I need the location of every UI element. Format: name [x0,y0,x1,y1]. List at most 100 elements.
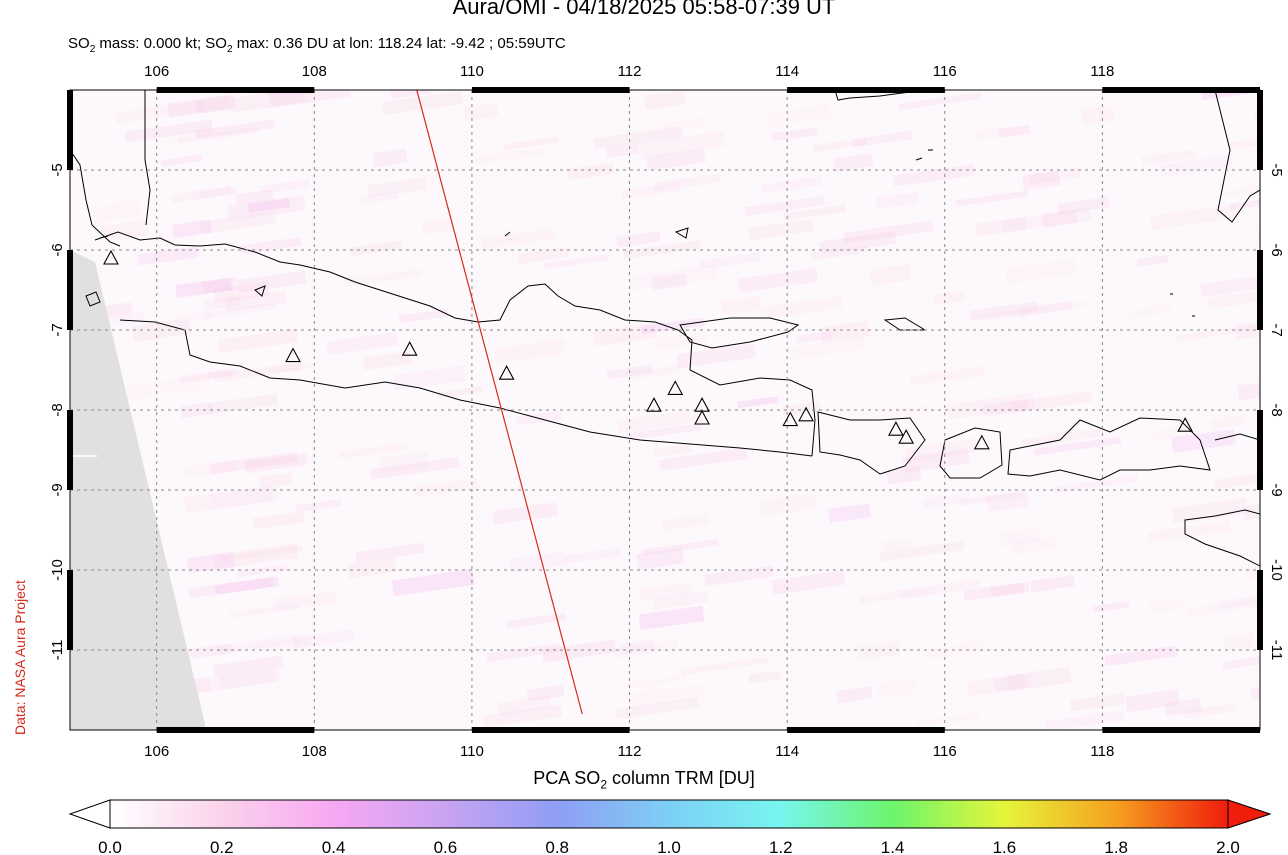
orbit-track-line [416,89,583,715]
so2-pixel [137,246,199,266]
colorbar-tick-label: 0.2 [210,838,234,855]
so2-pixel [946,392,1035,420]
so2-pixel [1258,223,1260,241]
so2-pixel [852,130,913,148]
so2-pixel [699,252,760,270]
colorbar-tick-label: 0.6 [434,838,458,855]
triangle-icon [898,429,915,444]
colorbar-tick-label: 1.4 [881,838,905,855]
lat-tick-label-right: -10 [1268,559,1285,581]
so2-pixel [1005,299,1092,318]
lat-tick-label-right: -6 [1268,243,1285,256]
so2-pixel [990,582,1030,598]
so2-pixel [819,231,897,255]
lat-tick-label-left: -6 [49,243,66,256]
gridlines [70,90,1260,730]
so2-pixel [1171,429,1236,454]
so2-pixel [638,605,705,630]
colorbar-tick-label: 0.0 [98,838,122,855]
so2-pixel [1136,254,1169,267]
so2-pixel [783,204,847,221]
so2-pixel [676,343,756,369]
so2-pixel [736,396,778,409]
so2-pixel [651,273,687,291]
so2-pixel [787,336,865,360]
so2-pixel [171,186,231,203]
so2-pixel [240,237,302,255]
so2-pixel [370,456,461,480]
so2-pixel [1214,472,1260,490]
so2-pixel [1125,689,1180,713]
so2-pixel [1006,666,1072,692]
so2-pixel [339,442,407,460]
so2-pixel [963,582,1025,602]
so2-pixel [1211,414,1245,430]
so2-pixel [482,704,563,728]
colorbar-gradient [109,799,1229,829]
so2-pixel [994,673,1031,693]
so2-pixel [978,307,1027,322]
so2-pixel [486,642,562,662]
no-data-region [70,250,205,730]
lat-tick-label-left: -11 [49,640,66,661]
so2-pixel [887,466,922,485]
so2-pixel [326,331,399,356]
so2-pixel [1041,209,1078,228]
so2-pixel [126,374,207,400]
so2-pixel [1219,589,1260,610]
so2-pixel [227,195,306,221]
coast-sumatra-2 [144,90,151,226]
so2-pixel [463,102,499,121]
frame-bar-bottom [156,727,315,733]
so2-pixel [657,116,706,135]
coast-lombok [939,427,1003,479]
triangle-icon [782,411,799,427]
so2-pixel [199,210,277,234]
so2-pixel [175,277,233,298]
so2-pixel [955,190,1029,207]
so2-pixel [244,453,308,474]
so2-pixel [904,438,978,462]
coast-sumbawa [1007,417,1211,481]
triangle-icon [973,434,990,450]
so2-pixel [362,351,412,371]
colorbar-left-arrow [68,799,111,829]
frame-bar-left [67,410,73,490]
so2-pixel [770,127,818,142]
so2-pixel [414,477,479,498]
coast-bali [817,411,926,475]
subtitle-sub-2a: 2 [89,44,96,55]
so2-pixel [1021,170,1061,191]
so2-pixel [474,147,547,165]
so2-pixel [1045,710,1124,730]
so2-pixel [1033,436,1122,456]
so2-pixel [659,447,748,471]
lon-tick-label-top: 106 [144,63,169,80]
so2-pixel [748,670,781,684]
so2-pixel [178,368,233,384]
so2-pixel [771,570,846,595]
triangle-icon [285,347,301,363]
frame-bar-top [1102,87,1260,93]
so2-pixel [858,586,936,605]
lon-tick-label-top: 110 [460,63,484,80]
so2-pixel [367,177,427,198]
so2-pixel [640,317,706,335]
so2-pixel [398,308,449,324]
so2-pixel [1223,632,1256,652]
so2-pixel [812,137,868,153]
so2-pixel [272,590,338,612]
so2-pixel [212,281,271,304]
triangle-icon [401,341,418,356]
so2-pixel [358,191,399,205]
map-subtitle: SO2 mass: 0.000 kt; SO2 max: 0.36 DU at … [68,35,566,55]
so2-pixel [347,556,398,579]
so2-pixel [124,119,213,143]
so2-pixel [517,247,569,265]
frame-bar-bottom [471,727,630,733]
so2-pixel [1018,300,1073,317]
colorbar-label: PCA SO2 column TRM [DU] [0,768,1288,792]
so2-pixel-swaths [70,90,1260,730]
so2-pixel [236,270,307,294]
so2-pixel [1005,258,1077,284]
